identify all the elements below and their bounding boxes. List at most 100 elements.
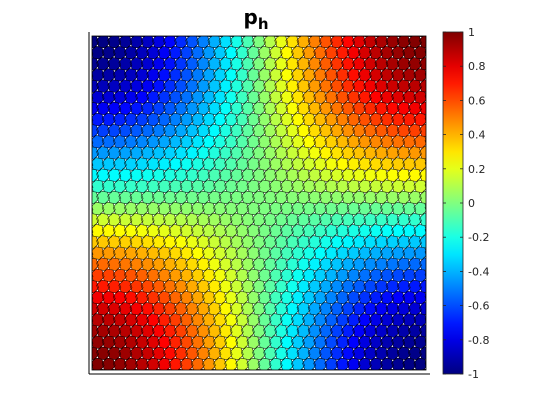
mesh-cell xyxy=(360,36,369,38)
mesh-cell xyxy=(424,161,426,167)
mesh-cell xyxy=(144,368,153,370)
mesh-cell xyxy=(424,49,426,56)
mesh-cell xyxy=(431,146,444,159)
mesh-cell xyxy=(431,57,444,70)
colorbar-tick-label: 0 xyxy=(468,197,475,210)
colorbar-tick-label: 0.8 xyxy=(468,60,486,73)
mesh-cell xyxy=(211,368,219,370)
mesh-cell xyxy=(431,80,444,93)
mesh-cell xyxy=(300,368,309,370)
mesh-cell xyxy=(92,272,94,279)
mesh-cell xyxy=(424,250,426,256)
mesh-cell xyxy=(424,116,426,123)
mesh-cell xyxy=(431,35,444,48)
mesh-cell xyxy=(425,24,438,37)
colorbar-tick-label: 0.6 xyxy=(468,94,486,107)
mesh-cell xyxy=(424,138,426,145)
mesh-cell xyxy=(255,368,264,370)
mesh-cell xyxy=(431,102,444,115)
mesh-cell xyxy=(92,72,94,78)
mesh-cell xyxy=(171,36,179,38)
colorbar-tick-label: 0.2 xyxy=(468,163,486,176)
mesh-cell xyxy=(424,294,426,301)
mesh-cell xyxy=(92,116,94,123)
mesh-cell xyxy=(400,368,409,370)
mesh-cell xyxy=(226,36,235,38)
mesh-cell xyxy=(293,36,302,38)
mesh-cell xyxy=(393,36,402,38)
mesh-cell xyxy=(215,36,224,38)
mesh-cell xyxy=(431,280,444,293)
mesh-cell xyxy=(431,191,444,204)
mesh-cell xyxy=(326,36,335,38)
mesh-cell xyxy=(126,36,135,38)
chart-title: ph xyxy=(243,5,268,33)
mesh-cell xyxy=(199,368,208,370)
mesh-cell xyxy=(92,369,97,370)
mesh-cell xyxy=(378,368,386,370)
mesh-cell xyxy=(304,36,313,38)
mesh-cell xyxy=(92,139,94,145)
mesh-cell xyxy=(121,368,130,370)
mesh-cell xyxy=(338,36,346,38)
mesh-cell xyxy=(233,368,242,370)
mesh-cell xyxy=(92,183,94,190)
mesh-cell xyxy=(411,368,420,370)
mesh-cell xyxy=(92,250,94,257)
mesh-cell xyxy=(371,36,380,38)
mesh-cell xyxy=(92,50,94,56)
colorbar-tick-label: -0.4 xyxy=(468,265,489,278)
mesh-cell xyxy=(92,295,94,301)
colorbar-tick-label: -0.2 xyxy=(468,231,489,244)
mesh-cell xyxy=(133,368,142,370)
mesh-cell xyxy=(182,36,191,38)
mesh-cell xyxy=(155,368,164,370)
mesh-cell xyxy=(115,36,124,38)
mesh-cell xyxy=(344,368,353,370)
mesh-cell xyxy=(431,325,444,338)
mesh-cell xyxy=(177,368,186,370)
mesh-cell xyxy=(431,213,444,226)
mesh-cell xyxy=(222,368,231,370)
mesh-cell xyxy=(424,316,426,323)
mesh-cell xyxy=(431,258,444,271)
mesh-cell xyxy=(244,368,253,370)
mesh-cell xyxy=(193,36,202,38)
mesh-cell xyxy=(92,228,94,234)
mesh-cell xyxy=(99,368,108,370)
mesh-cell xyxy=(366,368,375,370)
colorbar: 1 0.8 0.6 0.4 0.2 0 -0.2 -0.4 -0.6 -0.8 -1 xyxy=(442,26,489,381)
mesh-cell xyxy=(424,72,426,78)
colorbar-tick-label: 1 xyxy=(468,26,475,39)
mesh-cell xyxy=(159,36,168,38)
mesh-cell xyxy=(382,36,391,38)
mesh-cell xyxy=(110,368,119,370)
mesh-cell xyxy=(92,317,94,323)
mesh-cell xyxy=(424,94,426,100)
mesh-cell xyxy=(266,368,275,370)
mesh-cell xyxy=(104,36,113,38)
mesh-cell xyxy=(92,339,94,346)
mesh-cell xyxy=(431,169,444,182)
mesh-cell xyxy=(311,368,320,370)
mesh-cell xyxy=(422,368,426,370)
mesh-cell xyxy=(424,183,426,189)
colorbar-tick-label: -0.6 xyxy=(468,300,489,313)
mesh-cell xyxy=(415,36,424,38)
mesh-cell xyxy=(424,205,426,212)
mesh-cell xyxy=(333,368,342,370)
chart-title-subscript: h xyxy=(258,15,269,33)
mesh-cell xyxy=(288,368,297,370)
mesh-cell xyxy=(137,36,146,38)
mesh-cell xyxy=(148,36,157,38)
mesh-cell xyxy=(431,369,444,382)
mesh-cell xyxy=(322,368,331,370)
mesh-cell xyxy=(424,339,426,345)
mesh-cell xyxy=(282,36,291,38)
mesh-cell xyxy=(431,347,444,360)
mesh-cell xyxy=(93,36,101,38)
mesh-cell xyxy=(315,36,324,38)
mesh-cell xyxy=(166,368,175,370)
mesh-cell xyxy=(404,36,413,38)
mesh-cell xyxy=(431,302,444,315)
